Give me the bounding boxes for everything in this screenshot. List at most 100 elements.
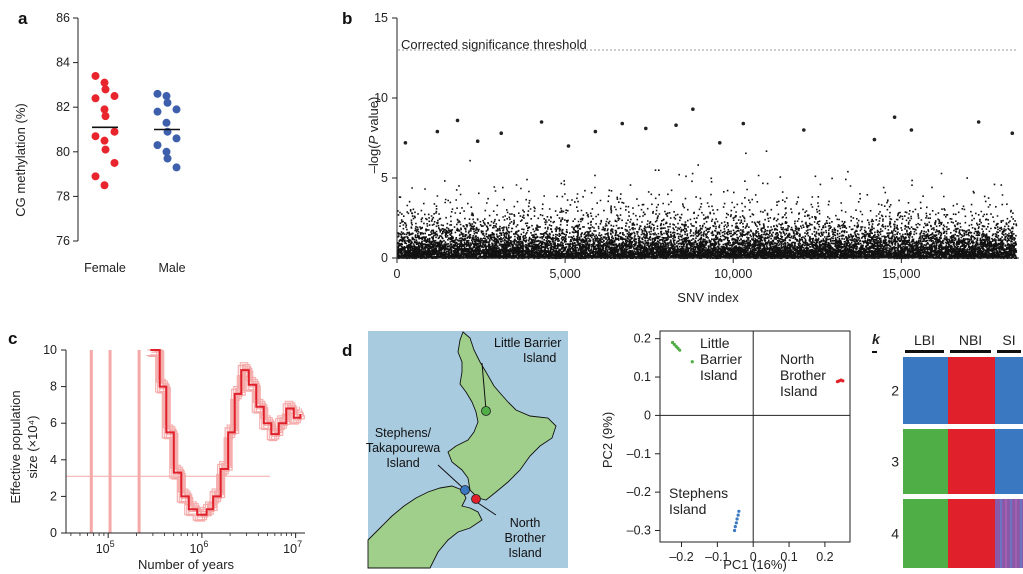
panel-c-y-ticks: 0 2 4 6 8 10 xyxy=(43,343,66,540)
panel-a-point xyxy=(110,158,119,167)
admix-row-k-label: 2 xyxy=(891,383,899,399)
panel-a-point xyxy=(172,105,181,114)
panel-a-x-tick-label: Female xyxy=(84,261,126,275)
panel-c-y-tick-label: 10 xyxy=(43,343,57,357)
panel-b-outlier-point xyxy=(455,118,460,123)
panel-a-y-tick-label: 80 xyxy=(56,145,70,159)
pca-group-labels: LittleBarrierIslandNorthBrotherIslandSte… xyxy=(669,335,826,517)
panel-c-x-tick-label: 105 xyxy=(96,539,115,556)
panel-c-x-tick-label: 106 xyxy=(189,539,208,556)
panel-a-point xyxy=(163,154,172,163)
panel-a-point xyxy=(91,172,100,181)
admix-cell xyxy=(995,357,1023,424)
panel-b-outlier-point xyxy=(620,121,625,126)
admix-cell xyxy=(948,499,995,568)
pca-y-tick-label: –0.1 xyxy=(627,447,651,461)
admix-cell-stripe xyxy=(1020,499,1022,568)
panel-b-outlier-point xyxy=(644,126,648,131)
panel-a-point xyxy=(162,147,171,156)
pca-group-label: North xyxy=(780,351,814,367)
panel-b-outlier-point xyxy=(566,144,571,148)
map-marker-stephens xyxy=(460,485,470,495)
pca-point xyxy=(841,379,845,383)
panel-a-point xyxy=(110,92,119,101)
map-leader-little-barrier xyxy=(481,362,487,411)
map-leader-north-brother xyxy=(477,502,497,516)
panel-b-x-tick-label: 10,000 xyxy=(714,267,752,281)
panel-b-outlier-point xyxy=(539,120,544,124)
admix-group-bar xyxy=(997,350,1021,353)
panel-c-bootstrap-vertical xyxy=(108,350,112,533)
panel-a-point xyxy=(172,163,181,172)
panel-b-outlier-point xyxy=(403,141,408,145)
panel-b-outlier-point xyxy=(741,121,746,126)
panel-c-y-tick-label: 8 xyxy=(50,380,57,394)
admix-group-bar xyxy=(950,350,991,353)
map-label-north-brother-3: Island xyxy=(508,546,541,560)
map-label-stephens-2: Takapourewa xyxy=(366,441,440,455)
panel-d-map: d Little Barrier Island Stephens/ Takapo… xyxy=(342,331,568,569)
panel-d-admixture: k LBI NBI SI 2 3 4 xyxy=(872,331,1023,568)
panel-a-point xyxy=(91,94,100,103)
pca-y-tick-label: 0.1 xyxy=(634,370,651,384)
panel-b-outlier-point xyxy=(499,131,504,135)
panel-b-outlier-point xyxy=(892,115,897,119)
admix-cell-stripe xyxy=(1005,499,1007,568)
panel-a-point xyxy=(100,105,109,114)
panel-b-x-tick-label: 0 xyxy=(394,267,401,281)
pca-points xyxy=(670,340,845,533)
panel-b-outlier-point xyxy=(872,137,877,142)
map-label-little-barrier-2: Island xyxy=(523,351,556,365)
panel-a-point xyxy=(100,181,109,190)
pca-point xyxy=(734,521,738,525)
map-north-island xyxy=(447,331,557,501)
pca-y-tick-label: –0.3 xyxy=(627,523,651,537)
panel-a-y-tick-label: 76 xyxy=(56,234,70,248)
pca-point xyxy=(733,525,737,529)
panel-a-point xyxy=(101,85,110,94)
panel-a-x-ticks: Female Male xyxy=(84,261,185,275)
panel-b-y-tick-label: 0 xyxy=(381,251,388,265)
panel-a-y-tick-label: 86 xyxy=(56,11,70,25)
pca-y-tick-label: –0.2 xyxy=(627,485,651,499)
panel-a-points xyxy=(91,71,181,190)
admix-cell xyxy=(948,357,995,424)
admix-cell-stripe xyxy=(1015,499,1017,568)
panel-a-point xyxy=(162,118,171,127)
panel-b-y-ticks: 0 5 10 15 xyxy=(374,11,397,265)
panel-a-y-tick-label: 84 xyxy=(56,56,70,70)
pca-point xyxy=(737,509,741,513)
panel-a-y-tick-label: 82 xyxy=(56,100,70,114)
panel-b-x-ticks: 0 5,000 10,000 15,000 xyxy=(394,258,920,281)
map-label-north-brother-2: Brother xyxy=(505,531,546,545)
panel-b: b –log(P value) Corrected significance t… xyxy=(342,9,1019,305)
panel-a-y-tick-label: 78 xyxy=(56,189,70,203)
panel-b-x-axis-label: SNV index xyxy=(677,290,739,305)
pca-frame xyxy=(659,330,851,543)
panel-b-threshold-label: Corrected significance threshold xyxy=(401,37,587,52)
panel-c-main-line xyxy=(150,349,302,516)
admix-row-k-label: 3 xyxy=(891,454,899,470)
panel-b-y-tick-label: 15 xyxy=(374,11,388,25)
map-south-island xyxy=(367,485,483,569)
pca-y-tick-label: 0 xyxy=(644,408,651,422)
panel-c-plot xyxy=(66,349,305,533)
panel-a-point xyxy=(101,112,110,121)
pca-group-label: Barrier xyxy=(700,351,742,367)
admix-cell xyxy=(995,429,1023,494)
pca-point xyxy=(736,513,740,517)
pca-group-label: Island xyxy=(780,383,817,399)
pca-group-label: Island xyxy=(669,501,706,517)
panel-a-point xyxy=(162,92,171,101)
panel-c-y-axis-label-line2: size (×10⁴) xyxy=(25,415,40,478)
pca-crosshair xyxy=(660,331,850,542)
panel-a-point xyxy=(100,136,109,145)
map-label-stephens-1: Stephens/ xyxy=(375,426,432,440)
pca-y-ticks: –0.3 –0.2 –0.1 0 0.1 0.2 xyxy=(627,332,660,537)
panel-a-point xyxy=(172,134,181,143)
panel-c-y-tick-label: 4 xyxy=(50,453,57,467)
panel-b-outlier-point xyxy=(717,141,722,145)
panel-b-outlier-point xyxy=(674,123,678,127)
pca-point xyxy=(732,528,737,533)
pca-point xyxy=(690,360,694,364)
